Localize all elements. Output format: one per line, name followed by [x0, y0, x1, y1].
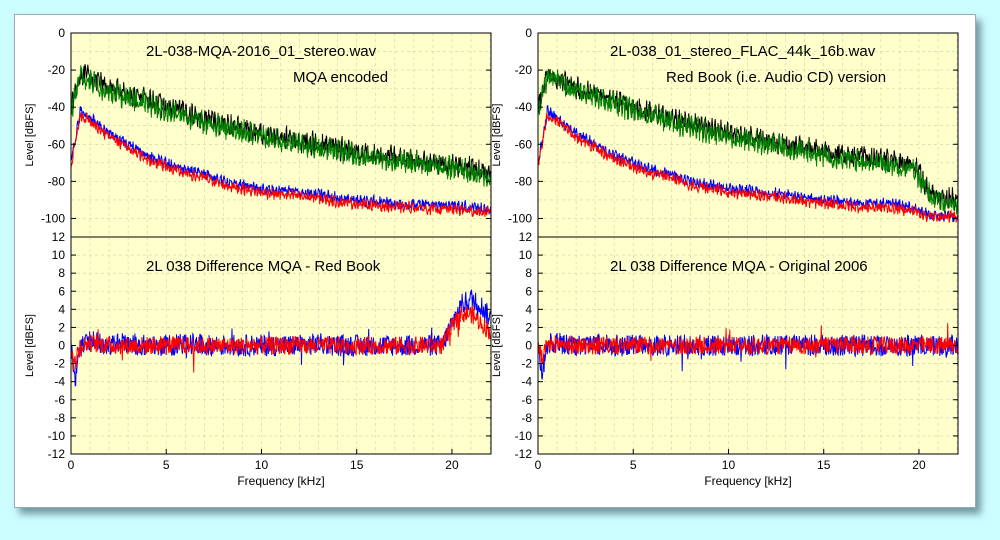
- y-tick-label: 2: [58, 320, 65, 334]
- y-tick-label: -40: [515, 100, 533, 114]
- x-tick-label: 0: [535, 458, 542, 472]
- chart-subtitle: MQA encoded: [293, 69, 388, 86]
- series-red-line: [537, 323, 959, 364]
- x-tick-label: 10: [255, 458, 269, 472]
- y-tick-label: -8: [521, 411, 532, 425]
- series-green-line: [70, 65, 492, 187]
- chart-title: 2L 038 Difference MQA - Red Book: [146, 258, 381, 275]
- y-tick-label: 12: [52, 230, 66, 244]
- chart-title: 2L-038-MQA-2016_01_stereo.wav: [146, 43, 377, 60]
- y-tick-label: 10: [519, 248, 533, 262]
- y-tick-label: -60: [515, 137, 533, 151]
- x-tick-label: 10: [722, 458, 736, 472]
- y-tick-label: -60: [48, 137, 66, 151]
- y-tick-label: -8: [54, 411, 65, 425]
- x-tick-label: 15: [817, 458, 831, 472]
- y-tick-label: -20: [515, 63, 533, 77]
- x-tick-label: 5: [163, 458, 170, 472]
- series-green-line: [537, 68, 959, 215]
- y-tick-label: -2: [54, 357, 65, 371]
- y-tick-label: 0: [58, 339, 65, 353]
- y-tick-label: -100: [41, 211, 65, 225]
- x-axis-label: Frequency [kHz]: [704, 474, 791, 488]
- y-tick-label: -20: [48, 63, 66, 77]
- y-tick-label: -10: [515, 429, 533, 443]
- y-tick-label: -4: [54, 375, 65, 389]
- y-tick-label: 10: [52, 248, 66, 262]
- y-tick-label: -4: [521, 375, 532, 389]
- y-tick-label: 12: [519, 230, 533, 244]
- y-tick-label: 8: [525, 266, 532, 280]
- figure-svg: 0-20-40-60-80-1002L-038-MQA-2016_01_ster…: [24, 26, 959, 488]
- y-tick-label: 2: [525, 320, 532, 334]
- y-tick-label: -6: [521, 393, 532, 407]
- x-tick-label: 20: [445, 458, 459, 472]
- chart-title: 2L-038_01_stereo_FLAC_44k_16b.wav: [610, 43, 876, 60]
- series-red-line: [70, 112, 492, 218]
- y-tick-label: 8: [58, 266, 65, 280]
- y-tick-label: 4: [58, 302, 65, 316]
- series-red-line: [70, 304, 492, 373]
- y-axis-label: Level [dBFS]: [491, 104, 503, 167]
- y-tick-label: -12: [515, 447, 533, 461]
- y-tick-label: -6: [54, 393, 65, 407]
- y-tick-label: -40: [48, 100, 66, 114]
- y-tick-label: -80: [515, 174, 533, 188]
- chart-title: 2L 038 Difference MQA - Original 2006: [610, 258, 868, 275]
- y-tick-label: 4: [525, 302, 532, 316]
- series-red-line: [537, 112, 959, 223]
- y-tick-label: 0: [58, 26, 65, 40]
- y-axis-label: Level [dBFS]: [491, 314, 503, 377]
- x-tick-label: 20: [912, 458, 926, 472]
- chart-subtitle: Red Book (i.e. Audio CD) version: [666, 69, 886, 86]
- y-tick-label: -2: [521, 357, 532, 371]
- y-tick-label: 0: [525, 339, 532, 353]
- x-tick-label: 15: [350, 458, 364, 472]
- x-axis-label: Frequency [kHz]: [237, 474, 324, 488]
- x-tick-label: 5: [630, 458, 637, 472]
- y-tick-label: -80: [48, 174, 66, 188]
- chart-panel-1: 0 -20 -40 -60 -80 -100 2L-038-MQA-2016_01_ster…: [24, 26, 492, 238]
- y-tick-label: 6: [525, 284, 532, 298]
- y-tick-label: -10: [48, 429, 66, 443]
- y-tick-label: -100: [508, 211, 532, 225]
- y-axis-label: Level [dBFS]: [24, 104, 36, 167]
- x-tick-label: 0: [68, 458, 75, 472]
- y-axis-label: Level [dBFS]: [24, 314, 36, 377]
- figure-card: 0 -20 -40 -60 -80 -100 2L-038-MQA-2016_01_ster…: [14, 14, 976, 508]
- chart-panel-2: 0 -20 -40 -60 -80 -100 2L-038_01_stereo_FLAC_4…: [491, 26, 959, 238]
- y-tick-label: 6: [58, 284, 65, 298]
- y-tick-label: 0: [525, 26, 532, 40]
- y-tick-label: -12: [48, 447, 66, 461]
